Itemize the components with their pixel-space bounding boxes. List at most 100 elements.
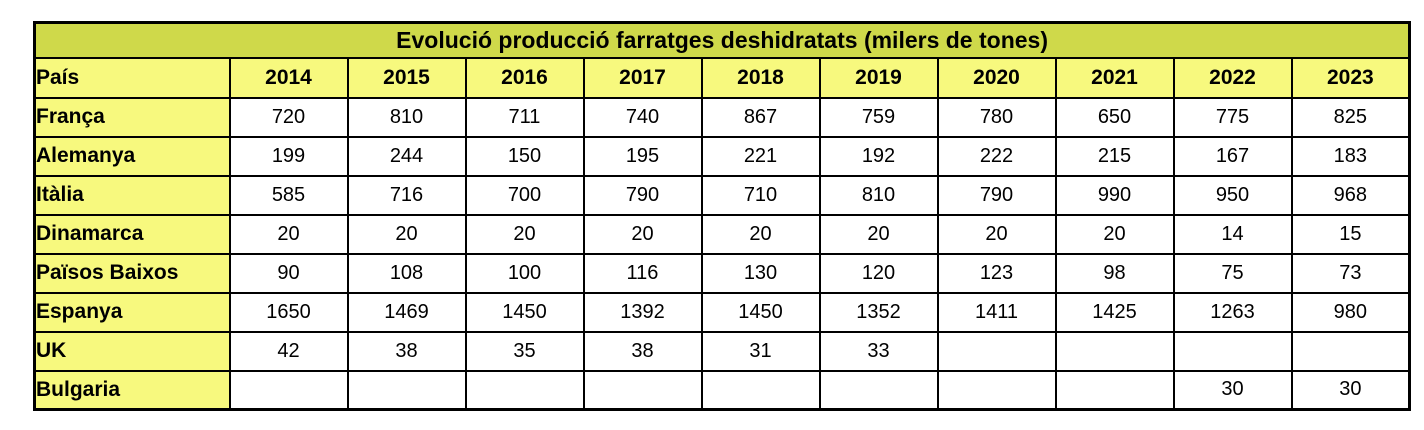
value-cell: 222 <box>936 135 1057 177</box>
col-header-year: 2022 <box>1172 56 1293 99</box>
value-cell: 30 <box>1290 369 1411 411</box>
header-row: País 2014 2015 2016 2017 2018 2019 2020 2021 202… <box>33 56 1411 99</box>
value-cell: 38 <box>346 330 467 372</box>
value-cell: 199 <box>228 135 349 177</box>
value-cell: 1392 <box>582 291 703 333</box>
value-cell: 867 <box>700 96 821 138</box>
value-cell: 192 <box>818 135 939 177</box>
table-row: França 720 810 711 740 867 759 780 650 775 825 <box>33 96 1411 138</box>
value-cell <box>818 369 939 411</box>
value-cell: 1425 <box>1054 291 1175 333</box>
table-row: Alemanya 199 244 150 195 221 192 222 215 167 183 <box>33 135 1411 177</box>
col-header-year: 2014 <box>228 56 349 99</box>
table-row: Espanya 1650 1469 1450 1392 1450 1352 1411 1425 1… <box>33 291 1411 333</box>
col-header-year: 2020 <box>936 56 1057 99</box>
value-cell: 14 <box>1172 213 1293 255</box>
value-cell: 167 <box>1172 135 1293 177</box>
value-cell: 38 <box>582 330 703 372</box>
value-cell: 90 <box>228 252 349 294</box>
value-cell: 1352 <box>818 291 939 333</box>
value-cell: 790 <box>582 174 703 216</box>
value-cell <box>1172 330 1293 372</box>
table-row: Bulgaria 30 30 <box>33 369 1411 411</box>
value-cell <box>1054 369 1175 411</box>
table-row: Dinamarca 20 20 20 20 20 20 20 20 14 15 <box>33 213 1411 255</box>
value-cell <box>464 369 585 411</box>
value-cell <box>346 369 467 411</box>
col-header-year: 2021 <box>1054 56 1175 99</box>
row-header-country: França <box>33 96 231 138</box>
value-cell: 1450 <box>464 291 585 333</box>
value-cell: 711 <box>464 96 585 138</box>
value-cell: 183 <box>1290 135 1411 177</box>
value-cell: 759 <box>818 96 939 138</box>
value-cell: 98 <box>1054 252 1175 294</box>
value-cell: 710 <box>700 174 821 216</box>
value-cell <box>700 369 821 411</box>
value-cell <box>936 369 1057 411</box>
value-cell: 1411 <box>936 291 1057 333</box>
value-cell: 244 <box>346 135 467 177</box>
row-header-country: Itàlia <box>33 174 231 216</box>
value-cell: 123 <box>936 252 1057 294</box>
value-cell: 20 <box>346 213 467 255</box>
value-cell: 780 <box>936 96 1057 138</box>
value-cell: 20 <box>700 213 821 255</box>
value-cell: 100 <box>464 252 585 294</box>
row-header-country: Alemanya <box>33 135 231 177</box>
value-cell: 215 <box>1054 135 1175 177</box>
row-header-country: Espanya <box>33 291 231 333</box>
value-cell: 116 <box>582 252 703 294</box>
value-cell: 20 <box>228 213 349 255</box>
col-header-year: 2023 <box>1290 56 1411 99</box>
row-header-country: UK <box>33 330 231 372</box>
value-cell <box>936 330 1057 372</box>
value-cell: 1469 <box>346 291 467 333</box>
value-cell: 20 <box>464 213 585 255</box>
value-cell: 195 <box>582 135 703 177</box>
value-cell: 221 <box>700 135 821 177</box>
value-cell <box>1290 330 1411 372</box>
value-cell <box>228 369 349 411</box>
value-cell: 825 <box>1290 96 1411 138</box>
table-row: Països Baixos 90 108 100 116 130 120 123 98 75 73 <box>33 252 1411 294</box>
value-cell: 31 <box>700 330 821 372</box>
value-cell <box>1054 330 1175 372</box>
value-cell: 810 <box>818 174 939 216</box>
value-cell: 108 <box>346 252 467 294</box>
value-cell: 30 <box>1172 369 1293 411</box>
value-cell: 1263 <box>1172 291 1293 333</box>
value-cell: 740 <box>582 96 703 138</box>
value-cell: 35 <box>464 330 585 372</box>
value-cell: 73 <box>1290 252 1411 294</box>
table-row: Itàlia 585 716 700 790 710 810 790 990 950 968 <box>33 174 1411 216</box>
table-wrapper: Evolució producció farratges deshidratat… <box>33 21 1412 411</box>
value-cell: 720 <box>228 96 349 138</box>
value-cell: 20 <box>818 213 939 255</box>
value-cell: 968 <box>1290 174 1411 216</box>
value-cell: 980 <box>1290 291 1411 333</box>
value-cell: 950 <box>1172 174 1293 216</box>
value-cell: 1450 <box>700 291 821 333</box>
value-cell: 700 <box>464 174 585 216</box>
production-table: Evolució producció farratges deshidratat… <box>33 21 1412 411</box>
col-header-year: 2018 <box>700 56 821 99</box>
value-cell: 75 <box>1172 252 1293 294</box>
value-cell: 810 <box>346 96 467 138</box>
value-cell: 150 <box>464 135 585 177</box>
table-title: Evolució producció farratges deshidratat… <box>33 21 1411 59</box>
row-header-country: Dinamarca <box>33 213 231 255</box>
value-cell: 20 <box>582 213 703 255</box>
value-cell: 790 <box>936 174 1057 216</box>
value-cell <box>582 369 703 411</box>
table-row: UK 42 38 35 38 31 33 <box>33 330 1411 372</box>
col-header-year: 2019 <box>818 56 939 99</box>
value-cell: 15 <box>1290 213 1411 255</box>
col-header-year: 2016 <box>464 56 585 99</box>
value-cell: 716 <box>346 174 467 216</box>
col-header-year: 2017 <box>582 56 703 99</box>
value-cell: 990 <box>1054 174 1175 216</box>
value-cell: 650 <box>1054 96 1175 138</box>
row-header-country: Països Baixos <box>33 252 231 294</box>
value-cell: 120 <box>818 252 939 294</box>
